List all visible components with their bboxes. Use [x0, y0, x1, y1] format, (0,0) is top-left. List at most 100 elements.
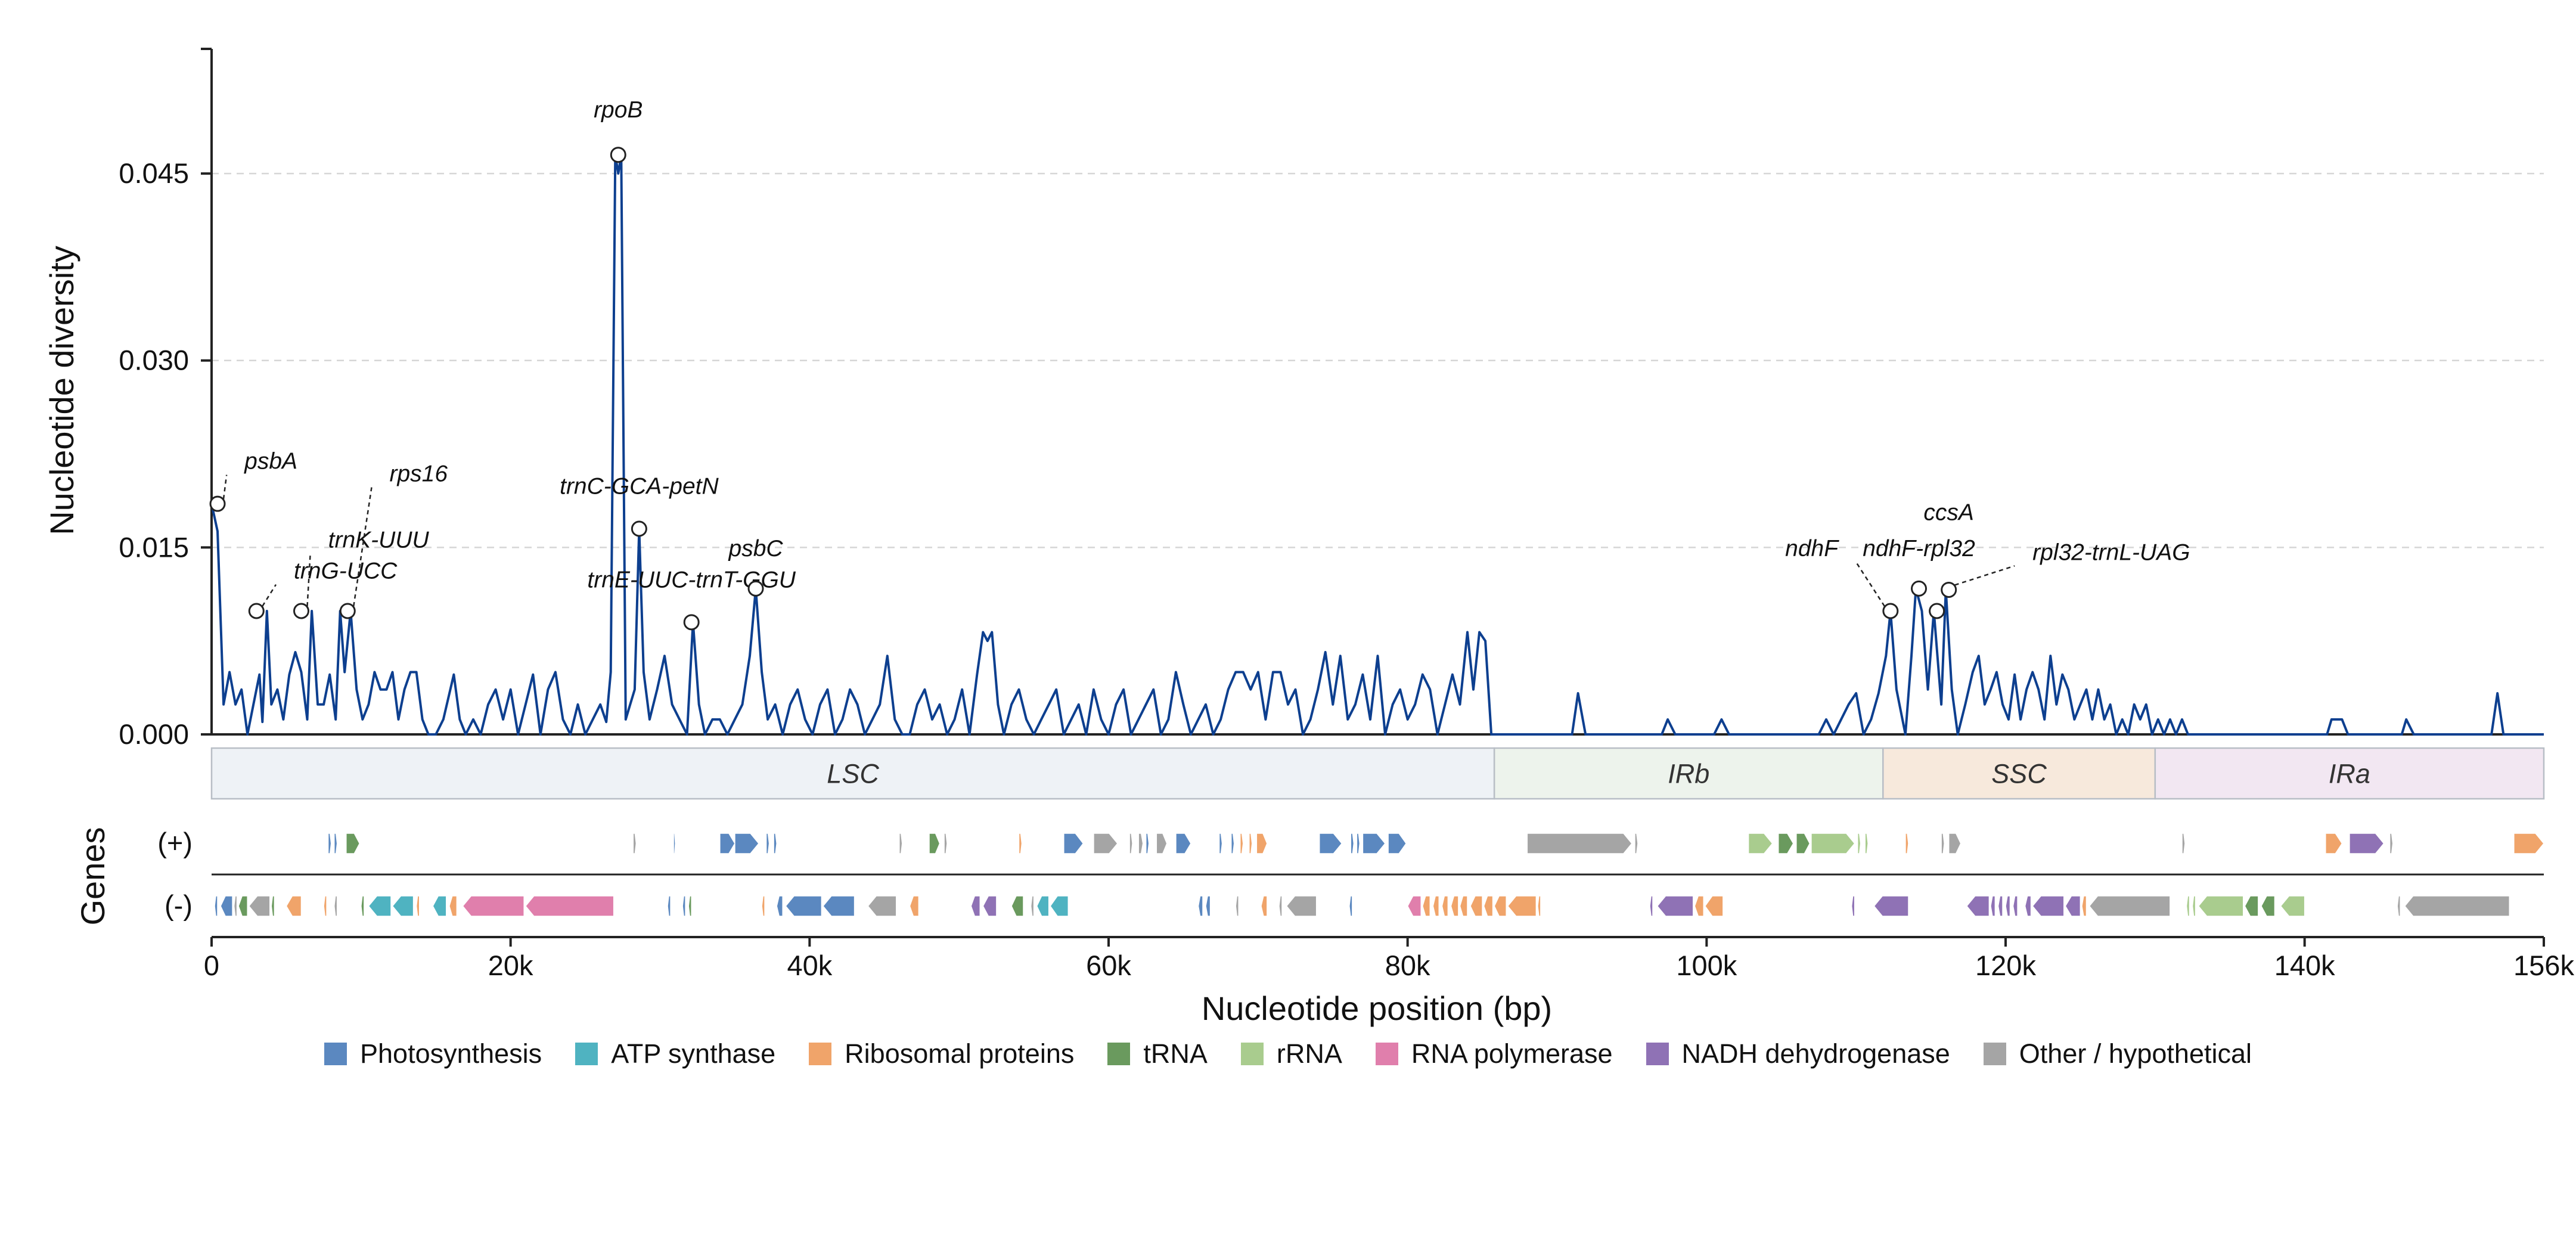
genome-region-bar: LSC IRb SSC IRa [210, 747, 2545, 800]
region-label: IRb [1668, 759, 1709, 789]
gene-arrow [1286, 895, 1317, 917]
annotation-label: rpoB [594, 97, 643, 123]
gene-arrow [2186, 895, 2190, 917]
annotation-label: ccsA [1923, 500, 1974, 525]
gene-arrow [1494, 895, 1507, 917]
peak-marker [293, 603, 309, 619]
annotation-label: trnG-UCC [294, 559, 398, 584]
legend-swatch [809, 1043, 832, 1065]
legend-label: Ribosomal proteins [845, 1038, 1075, 1069]
region-label: IRa [2329, 759, 2370, 789]
legend-swatch [1240, 1043, 1264, 1065]
gene-arrow [2024, 895, 2032, 917]
x-tick-label: 60k [1086, 950, 1131, 981]
annotation-label: ndhF [1785, 536, 1839, 562]
grid-lines [212, 172, 2544, 548]
region-block [210, 747, 1495, 800]
x-tick-label: 140k [2274, 950, 2335, 981]
legend-label: NADH dehydrogenase [1681, 1038, 1950, 1069]
y-axis: 0.000 0.015 0.030 0.045 [119, 48, 2544, 750]
annotation-leader-line [222, 474, 228, 500]
peak-marker [339, 603, 356, 619]
legend-label: Other / hypothetical [2019, 1038, 2252, 1069]
gene-arrow [1997, 895, 2003, 917]
peak-marker [747, 580, 764, 597]
gene-arrow [449, 895, 458, 917]
gene-arrow [899, 833, 903, 854]
gene-arrow [1362, 833, 1386, 854]
y-tick-label: 0.030 [119, 345, 189, 376]
gene-arrow [1129, 833, 1133, 854]
annotation-leader-line [1855, 562, 1885, 607]
gene-arrow [2198, 895, 2244, 917]
gene-arrow [734, 833, 759, 854]
gene-arrow [1990, 895, 1996, 917]
annotation-leader-line [306, 553, 311, 607]
annotation-label: psbA [244, 449, 297, 474]
gene-arrow [1156, 833, 1168, 854]
gene-arrow [909, 895, 920, 917]
legend-item: NADH dehydrogenase [1646, 1038, 1950, 1069]
gene-arrow [333, 833, 338, 854]
gene-arrow [415, 895, 420, 917]
legend-item: Ribosomal proteins [809, 1038, 1074, 1069]
diversity-line [210, 153, 2544, 736]
gene-arrow [432, 895, 447, 917]
gene-track: (+) (-) [157, 827, 2544, 921]
gene-arrow [1093, 833, 1118, 854]
peak-marker [1882, 603, 1899, 619]
gene-arrow [822, 895, 855, 917]
gene-arrow [2404, 895, 2510, 917]
gene-arrow [1239, 833, 1244, 854]
gene-arrow [2192, 895, 2196, 917]
legend-swatch [1646, 1043, 1669, 1065]
gene-arrow [1011, 895, 1024, 917]
annotation-label: ndhF-rpl32 [1863, 536, 1975, 562]
gene-track-title: Genes [74, 827, 111, 926]
gene-arrow [1851, 895, 1855, 917]
gene-arrow [1422, 895, 1431, 917]
x-tick-label: 80k [1385, 950, 1430, 981]
annotation-label: rpl32-trnL-UAG [2032, 539, 2190, 565]
legend: Photosynthesis ATP synthase Ribosomal prot… [0, 1038, 2576, 1069]
gene-arrow [361, 895, 365, 917]
gene-arrow [673, 833, 676, 854]
legend-swatch [1107, 1043, 1131, 1065]
legend-label: tRNA [1143, 1038, 1208, 1069]
peak-marker [631, 520, 647, 537]
gene-arrow [524, 895, 614, 917]
gene-arrow [2513, 833, 2544, 854]
gene-arrow [1349, 895, 1353, 917]
peak-marker [1929, 603, 1945, 619]
peak-annotations: psbA trnG-UCC trnK-UUU rps16 rpoB trnC-GCA-pe… [209, 97, 2190, 631]
gene-arrow [1864, 833, 1869, 854]
legend-swatch [1983, 1043, 2006, 1065]
gene-arrow [632, 833, 637, 854]
gene-arrow [929, 833, 941, 854]
gene-arrow [1483, 895, 1494, 917]
gene-arrow [773, 833, 777, 854]
annotation-label: rps16 [389, 461, 448, 487]
annotation-label: trnK-UUU [328, 527, 430, 553]
gene-arrow [1470, 895, 1483, 917]
legend-item: Photosynthesis [324, 1038, 542, 1069]
gene-arrow [1050, 895, 1069, 917]
gene-arrow [765, 833, 770, 854]
gene-arrow [1796, 833, 1811, 854]
gene-arrow [682, 895, 686, 917]
legend-label: ATP synthase [611, 1038, 776, 1069]
region-block [1882, 747, 2156, 800]
gene-arrow [2065, 895, 2081, 917]
gene-arrow [2012, 895, 2018, 917]
legend-item: rRNA [1240, 1038, 1342, 1069]
gene-arrow [1218, 833, 1223, 854]
peak-marker [209, 495, 226, 512]
gene-arrow [1407, 895, 1422, 917]
gene-arrow [1634, 833, 1638, 854]
gene-arrow [1656, 895, 1694, 917]
x-tick-label: 20k [488, 950, 533, 981]
gene-arrow [1350, 833, 1355, 854]
legend-swatch [324, 1043, 347, 1065]
gene-arrow [233, 895, 238, 917]
gene-arrow [2349, 833, 2385, 854]
